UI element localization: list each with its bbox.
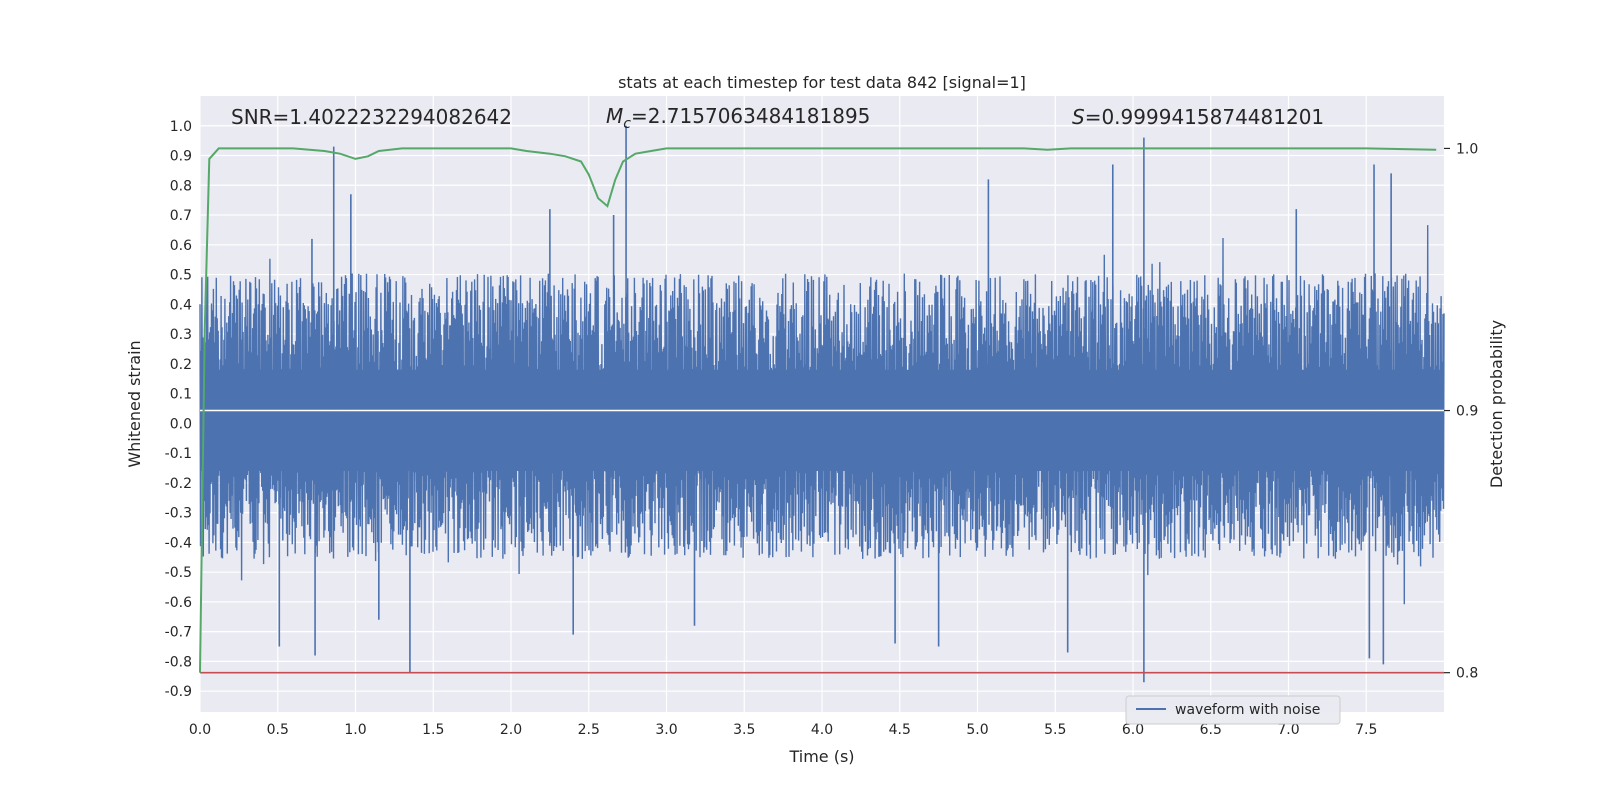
y-tick-label: -0.6	[165, 595, 192, 611]
x-tick-label: 3.5	[733, 722, 755, 738]
y-tick-label: -0.2	[165, 476, 192, 492]
y2-axis-label: Detection probability	[1487, 320, 1506, 488]
waveform-dense-band	[200, 369, 1444, 471]
x-axis-label: Time (s)	[788, 747, 854, 766]
y-tick-label: -0.9	[165, 684, 192, 700]
chirp-mass-annotation: Mc=2.7157063484181895	[606, 104, 870, 132]
axis-ticks: 0.0 0.5 1.0 1.5 2.0 2.5 3.0 3.5 4.0 4.5 5.0 5.5 6.0 6…	[165, 119, 1479, 738]
x-tick-label: 1.5	[422, 722, 444, 738]
y-tick-label: 0.6	[170, 238, 192, 254]
y-tick-label: 0.5	[170, 268, 192, 284]
y-axis-label: Whitened strain	[125, 340, 144, 467]
x-tick-label: 0.0	[189, 722, 211, 738]
detection-probability-line	[199, 147, 1437, 673]
y-tick-label: 0.3	[170, 327, 192, 343]
y-tick-label: -0.1	[165, 446, 192, 462]
significance-value: =0.9999415874481201	[1085, 105, 1324, 129]
snr-annotation: SNR=1.4022232294082642	[231, 105, 512, 129]
x-tick-label: 4.5	[889, 722, 911, 738]
y-tick-label: 0.0	[170, 416, 192, 432]
chirp-mass-subscript: c	[623, 116, 631, 132]
x-tick-label: 5.0	[966, 722, 988, 738]
significance-annotation: S=0.9999415874481201	[1072, 105, 1324, 129]
y-tick-label: -0.5	[165, 565, 192, 581]
y-tick-label: 0.8	[170, 178, 192, 194]
x-tick-label: 2.5	[578, 722, 600, 738]
chirp-mass-symbol: M	[606, 104, 623, 128]
x-tick-label: 4.0	[811, 722, 833, 738]
chirp-mass-value: =2.7157063484181895	[631, 104, 870, 128]
x-tick-label: 3.0	[655, 722, 677, 738]
y-tick-label: 0.1	[170, 387, 192, 403]
x-tick-label: 7.5	[1355, 722, 1377, 738]
y-tick-label: 0.2	[170, 357, 192, 373]
x-tick-label: 6.0	[1122, 722, 1144, 738]
y-tick-label: -0.4	[165, 535, 192, 551]
y-tick-label: -0.8	[165, 654, 192, 670]
x-tick-label: 1.0	[344, 722, 366, 738]
y-tick-label: 0.4	[170, 297, 192, 313]
y2-tick-label: 0.9	[1456, 404, 1478, 420]
y-tick-label: 0.9	[170, 149, 192, 165]
chart-title: stats at each timestep for test data 842…	[618, 73, 1026, 92]
y2-tick-label: 1.0	[1456, 141, 1478, 157]
y-tick-label: 1.0	[170, 119, 192, 135]
significance-symbol: S	[1072, 105, 1085, 129]
x-tick-label: 7.0	[1277, 722, 1299, 738]
x-tick-label: 2.0	[500, 722, 522, 738]
y-tick-label: 0.7	[170, 208, 192, 224]
legend-box	[1125, 695, 1341, 725]
waveform-series	[199, 125, 1445, 683]
x-tick-label: 0.5	[267, 722, 289, 738]
y2-tick-label: 0.8	[1456, 666, 1478, 682]
x-tick-label: 5.5	[1044, 722, 1066, 738]
y-tick-label: -0.7	[165, 625, 192, 641]
legend-label: waveform with noise	[1175, 702, 1320, 718]
legend: waveform with noise	[1125, 695, 1341, 725]
x-tick-label: 6.5	[1200, 722, 1222, 738]
detection-probability-lines	[199, 147, 1444, 674]
y-tick-label: -0.3	[165, 506, 192, 522]
